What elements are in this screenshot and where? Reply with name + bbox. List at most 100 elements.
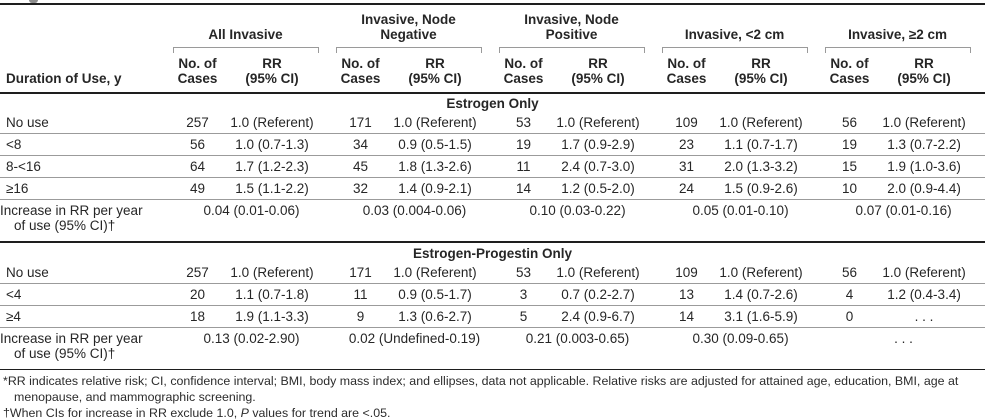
cell-increase: 0.02 (Undefined-0.19) — [333, 327, 497, 370]
cell-cases: 19 — [822, 133, 878, 156]
subheader-rr: RR (95% CI) — [551, 54, 660, 94]
table-row: ≥16 49 1.5 (1.1-2.2) 32 1.4 (0.9-2.1) 14… — [0, 177, 985, 200]
table-header: Duration of Use, y All Invasive Invasive… — [0, 4, 985, 94]
table-row: No use 257 1.0 (Referent) 171 1.0 (Refer… — [0, 262, 985, 284]
cell-cases: 24 — [659, 177, 715, 200]
subheader-rr: RR (95% CI) — [388, 54, 497, 94]
row-label: No use — [0, 262, 170, 284]
spanner-bracket — [662, 46, 809, 53]
cell-cases: 13 — [659, 283, 715, 306]
row-label: ≥16 — [0, 177, 170, 200]
group-header-all-invasive: All Invasive — [208, 27, 283, 43]
cell-rr: 1.9 (1.0-3.6) — [877, 155, 985, 178]
table-row: <8 56 1.0 (0.7-1.3) 34 0.9 (0.5-1.5) 19 … — [0, 133, 985, 156]
cell-rr: 1.9 (1.1-3.3) — [225, 305, 334, 328]
cell-cases: 56 — [170, 133, 225, 156]
cell-rr: 1.0 (Referent) — [877, 112, 985, 134]
footnote-trend: †When CIs for increase in RR exclude 1.0… — [3, 405, 391, 419]
cell-cases: 49 — [170, 177, 225, 200]
cell-rr: 1.0 (Referent) — [877, 262, 985, 284]
row-label: Increase in RR per year of use (95% CI)† — [0, 327, 170, 370]
cell-rr: 1.0 (Referent) — [714, 262, 823, 284]
cell-cases: 3 — [496, 283, 552, 306]
cell-cases: 23 — [659, 133, 715, 156]
spanner-bracket — [336, 46, 483, 53]
cell-cases: 10 — [822, 177, 878, 200]
cell-cases: 32 — [333, 177, 389, 200]
subheader-cases: No. of Cases — [659, 54, 715, 94]
cell-rr: 1.8 (1.3-2.6) — [388, 155, 497, 178]
cell-rr: 1.0 (Referent) — [225, 262, 334, 284]
cell-rr: 2.0 (1.3-3.2) — [714, 155, 823, 178]
cell-cases: 11 — [496, 155, 552, 178]
cell-rr: 1.3 (0.7-2.2) — [877, 133, 985, 156]
cell-cases: 20 — [170, 283, 225, 306]
spanner-bracket — [173, 46, 320, 53]
group-header-row: Duration of Use, y All Invasive Invasive… — [0, 4, 985, 94]
cell-increase: 0.13 (0.02-2.90) — [170, 327, 334, 370]
cell-cases: 64 — [170, 155, 225, 178]
section-title-estrogen-progestin: Estrogen-Progestin Only — [0, 241, 985, 262]
subheader-rr: RR (95% CI) — [714, 54, 823, 94]
cell-rr: 1.0 (0.7-1.3) — [225, 133, 334, 156]
table-body: Estrogen Only No use 257 1.0 (Referent) … — [0, 93, 985, 370]
cell-cases: 53 — [496, 112, 552, 134]
cell-cases: 15 — [822, 155, 878, 178]
table-row: No use 257 1.0 (Referent) 171 1.0 (Refer… — [0, 112, 985, 134]
spanner-bracket — [825, 46, 972, 53]
cell-cases: 109 — [659, 262, 715, 284]
cell-rr: 1.0 (Referent) — [388, 262, 497, 284]
cell-rr: 1.5 (0.9-2.6) — [714, 177, 823, 200]
cell-cases: 11 — [333, 283, 389, 306]
cell-cases: 56 — [822, 112, 878, 134]
cell-increase: 0.07 (0.01-0.16) — [855, 203, 952, 218]
bracket-row — [0, 45, 985, 55]
group-header-lt2cm: Invasive, <2 cm — [684, 27, 785, 43]
cell-rr: 1.1 (0.7-1.7) — [714, 133, 823, 156]
cell-cases: 14 — [496, 177, 552, 200]
cell-rr: 1.5 (1.1-2.2) — [225, 177, 334, 200]
cell-cases: 31 — [659, 155, 715, 178]
cell-rr: 1.0 (Referent) — [551, 262, 660, 284]
increase-per-year-row: Increase in RR per year of use (95% CI)†… — [0, 200, 985, 243]
cell-cases: 56 — [822, 262, 878, 284]
cell-rr: 1.2 (0.4-3.4) — [877, 283, 985, 306]
cell-cases: 171 — [333, 262, 389, 284]
cell-increase: 0.04 (0.01-0.06) — [203, 203, 300, 218]
cell-rr: 0.9 (0.5-1.5) — [388, 133, 497, 156]
cell-rr: 1.4 (0.9-2.1) — [388, 177, 497, 200]
section-title-estrogen-only: Estrogen Only — [446, 96, 539, 111]
cell-rr: 2.4 (0.9-6.7) — [551, 305, 660, 328]
cell-rr: 1.0 (Referent) — [388, 112, 497, 134]
row-label: <8 — [0, 133, 170, 156]
table-row: <4 20 1.1 (0.7-1.8) 11 0.9 (0.5-1.7) 3 0… — [0, 283, 985, 306]
cell-increase: 0.10 (0.03-0.22) — [529, 203, 626, 218]
subheader-rr: RR (95% CI) — [225, 54, 334, 94]
subheader-cases: No. of Cases — [170, 54, 225, 94]
cell-cases: 19 — [496, 133, 552, 156]
cell-cases: 109 — [659, 112, 715, 134]
cell-rr: 2.0 (0.9-4.4) — [877, 177, 985, 200]
cell-rr: 1.0 (Referent) — [714, 112, 823, 134]
cell-cases: 9 — [333, 305, 389, 328]
cell-rr: . . . — [877, 305, 985, 328]
subheader-cases: No. of Cases — [822, 54, 878, 94]
row-label: <4 — [0, 283, 170, 306]
group-header-node-positive: Invasive, Node Positive — [524, 12, 619, 43]
cell-rr: 1.4 (0.7-2.6) — [714, 283, 823, 306]
subheader-row: No. of Cases RR (95% CI) No. of Cases RR (95… — [0, 54, 985, 94]
table-row: ≥4 18 1.9 (1.1-3.3) 9 1.3 (0.6-2.7) 5 2.… — [0, 305, 985, 328]
cell-cases: 34 — [333, 133, 389, 156]
cell-cases: 257 — [170, 262, 225, 284]
group-header-node-negative: Invasive, Node Negative — [361, 12, 456, 43]
cell-rr: 1.3 (0.6-2.7) — [388, 305, 497, 328]
row-label: 8-<16 — [0, 155, 170, 178]
cell-increase: 0.21 (0.003-0.65) — [496, 327, 660, 370]
cell-cases: 257 — [170, 112, 225, 134]
cell-cases: 53 — [496, 262, 552, 284]
subheader-rr: RR (95% CI) — [877, 54, 985, 94]
subheader-cases: No. of Cases — [333, 54, 389, 94]
cell-rr: 1.2 (0.5-2.0) — [551, 177, 660, 200]
cell-rr: 1.7 (0.9-2.9) — [551, 133, 660, 156]
